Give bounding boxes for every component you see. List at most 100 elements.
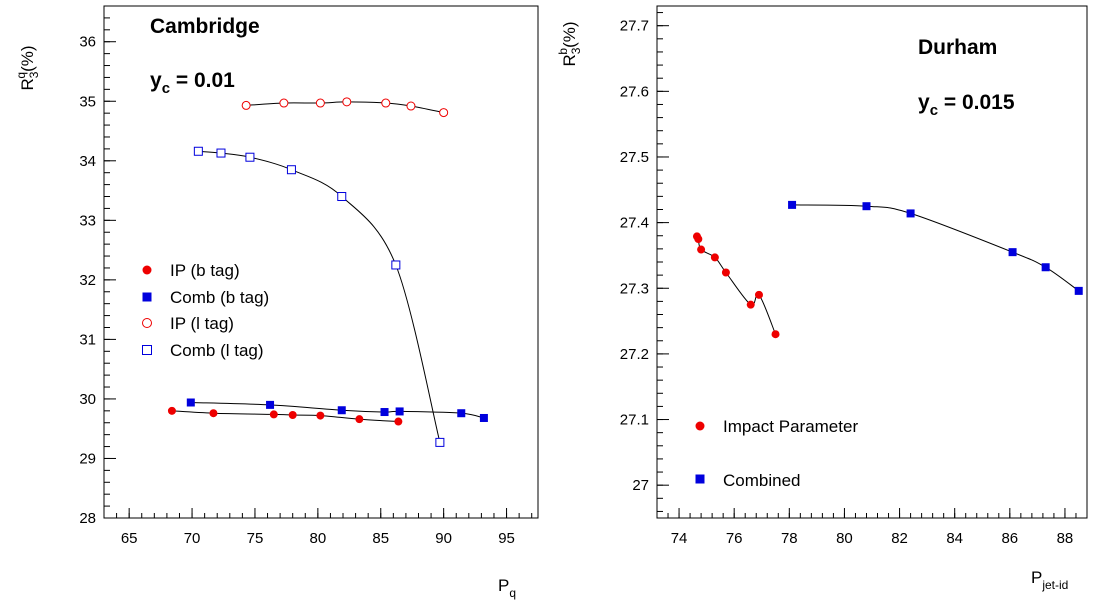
data-point-impact-parameter [697,245,706,254]
data-point-ip-b-tag [269,410,278,419]
legend-entry-comb-b-tag: Comb (b tag) [142,288,269,307]
data-point-impact-parameter [771,330,780,339]
data-point-comb-l-tag [193,146,203,156]
data-point-comb-l-tag [435,437,445,447]
y-tick-label: 27.2 [620,346,649,363]
data-point-impact-parameter [721,268,730,277]
data-point-ip-l-tag [279,98,289,108]
cambridge-x-axis-label: Pq [498,576,516,600]
data-point-combined [1041,263,1050,272]
x-tick-label: 80 [310,530,327,547]
data-point-comb-l-tag [245,152,255,162]
x-tick-label: 80 [836,530,853,547]
data-point-ip-b-tag [394,417,403,426]
data-point-comb-b-tag [337,406,346,415]
cambridge-axis-ticks: 65 70 75 80 85 90 95 28 29 30 31 32 33 34 35 36 [79,17,533,547]
filled-square-marker-icon [142,292,152,302]
data-point-combined [1008,248,1017,257]
data-point-ip-b-tag [167,406,176,415]
fit-curve-comb-b-tag [190,402,485,419]
svg-text:R3b(%): R3b(%) [556,21,583,66]
data-point-comb-l-tag [337,192,347,202]
data-point-combined [1074,286,1083,295]
data-point-ip-l-tag [315,98,325,108]
data-point-combined [788,200,797,209]
svg-text:Impact Parameter: Impact Parameter [723,417,858,436]
data-point-comb-b-tag [395,407,404,416]
data-point-combined [862,202,871,211]
y-tick-label: 30 [79,391,96,408]
y-tick-label: 27.4 [620,215,649,232]
y-tick-label: 32 [79,272,96,289]
y-tick-label: 27.6 [620,83,649,100]
data-point-ip-l-tag [381,98,391,108]
durham-x-axis-label: Pjet-id [1031,568,1068,592]
data-point-combined [906,209,915,218]
data-point-ip-l-tag [342,97,352,107]
y-tick-label: 35 [79,93,96,110]
x-tick-label: 78 [781,530,798,547]
data-point-ip-b-tag [209,409,218,418]
data-point-ip-b-tag [355,415,364,424]
x-tick-label: 95 [498,530,515,547]
filled-square-marker-icon [695,474,705,484]
legend-entry-ip-b-tag: IP (b tag) [142,261,240,280]
durham-y-axis-label: R3b(%) [556,21,583,66]
svg-text:Combined: Combined [723,471,801,490]
data-point-comb-b-tag [266,400,275,409]
x-tick-label: 90 [435,530,452,547]
data-point-impact-parameter [694,235,703,244]
y-tick-label: 27 [632,477,649,494]
legend-entry-comb-l-tag: Comb (l tag) [142,341,264,360]
durham-title: Durham [918,36,997,59]
filled-circle-marker-icon [142,265,152,275]
data-point-impact-parameter [710,253,719,262]
durham-panel: 74 76 78 80 82 84 86 88 27 27.1 27.2 27.3 27.4 27.5 27… [556,5,1088,592]
x-tick-label: 88 [1057,530,1074,547]
data-point-comb-l-tag [286,165,296,175]
fit-curve-ip-b-tag [171,410,399,423]
data-point-ip-b-tag [288,411,297,420]
open-square-marker-icon [142,345,152,355]
x-tick-label: 85 [372,530,389,547]
fit-curve-combined [792,204,1079,292]
x-tick-label: 84 [946,530,963,547]
data-point-ip-l-tag [439,108,449,118]
data-point-comb-b-tag [186,398,195,407]
svg-text:IP (l tag): IP (l tag) [170,314,234,333]
data-point-comb-b-tag [380,408,389,417]
data-point-comb-b-tag [479,413,488,422]
legend-entry-ip-l-tag: IP (l tag) [142,314,234,333]
y-tick-label: 33 [79,212,96,229]
data-point-impact-parameter [754,290,763,299]
x-tick-label: 75 [247,530,264,547]
filled-circle-marker-icon [695,421,705,431]
x-tick-label: 82 [891,530,908,547]
data-point-comb-l-tag [216,148,226,158]
durham-fit-curves [696,204,1079,335]
y-tick-label: 34 [79,153,96,170]
y-tick-label: 27.5 [620,149,649,166]
svg-text:R3q(%): R3q(%) [14,45,41,90]
open-circle-marker-icon [142,318,152,328]
x-tick-label: 74 [671,530,688,547]
durham-plot-frame [656,5,1088,519]
cambridge-data-points [167,97,488,447]
cambridge-plot-frame [103,5,539,519]
cambridge-y-axis-label: R3q(%) [14,45,41,90]
legend-entry-combined: Combined [695,471,801,490]
fit-curve-impact-parameter [696,236,776,335]
data-point-ip-l-tag [406,101,416,111]
cambridge-title: Cambridge [150,15,260,38]
data-point-ip-l-tag [241,100,251,110]
x-tick-label: 76 [726,530,743,547]
data-point-comb-l-tag [391,260,401,270]
data-point-impact-parameter [746,300,755,309]
y-tick-label: 27.7 [620,18,649,35]
cambridge-legend: IP (b tag) Comb (b tag) IP (l tag) Comb … [142,261,269,360]
y-tick-label: 29 [79,450,96,467]
y-tick-label: 28 [79,510,96,527]
